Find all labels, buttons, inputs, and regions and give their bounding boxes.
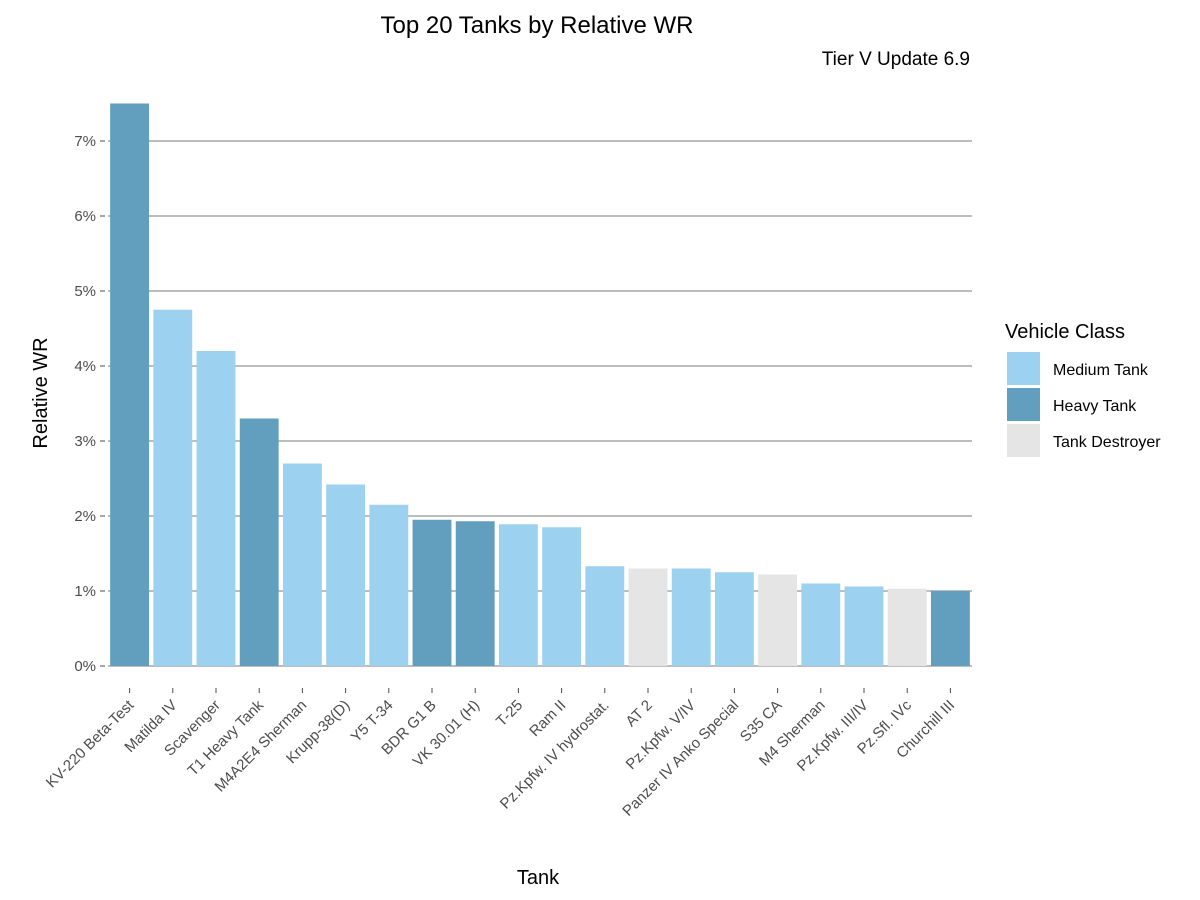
bar	[369, 504, 409, 666]
x-tick-label: AT 2	[622, 697, 655, 730]
legend-swatch	[1007, 388, 1040, 421]
y-tick-label: 7%	[74, 133, 96, 150]
y-tick-label: 0%	[74, 658, 96, 675]
bar	[671, 568, 711, 666]
x-tick-label: T-25	[493, 697, 526, 730]
bar	[455, 521, 495, 666]
x-tick-label: T1 Heavy Tank	[184, 696, 267, 779]
legend-title: Vehicle Class	[1005, 321, 1125, 343]
bar	[930, 591, 970, 666]
bar	[153, 309, 193, 666]
bars	[110, 103, 970, 666]
chart-subtitle: Tier V Update 6.9	[822, 49, 970, 70]
bar	[844, 586, 884, 666]
x-axis-title: Tank	[517, 867, 560, 889]
y-tick-label: 1%	[74, 583, 96, 600]
chart-title: Top 20 Tanks by Relative WR	[380, 12, 693, 39]
legend-swatch	[1007, 424, 1040, 457]
legend: Vehicle Class Medium Tank Heavy Tank Tank …	[1005, 321, 1161, 457]
y-tick-label: 5%	[74, 283, 96, 300]
bar	[239, 418, 279, 666]
bar	[498, 524, 538, 666]
bar	[110, 103, 150, 666]
bar	[887, 588, 927, 666]
y-tick-label: 6%	[74, 208, 96, 225]
bar	[282, 463, 322, 666]
y-axis: 0% 1% 2% 3% 4% 5% 6% 7%	[74, 133, 105, 675]
bar	[758, 574, 798, 666]
bar	[412, 519, 452, 666]
y-tick-label: 2%	[74, 508, 96, 525]
bar	[585, 566, 625, 666]
bar	[326, 484, 366, 666]
y-tick-label: 3%	[74, 433, 96, 450]
legend-label: Heavy Tank	[1053, 398, 1137, 415]
grid-lines	[108, 140, 972, 667]
bar	[801, 583, 841, 666]
y-tick-label: 4%	[74, 358, 96, 375]
bar	[196, 351, 236, 666]
y-axis-title: Relative WR	[30, 337, 52, 448]
bar	[628, 568, 668, 666]
bar	[714, 572, 754, 666]
bar	[542, 527, 582, 666]
legend-swatch	[1007, 352, 1040, 385]
legend-label: Medium Tank	[1053, 362, 1149, 379]
legend-label: Tank Destroyer	[1053, 434, 1161, 451]
